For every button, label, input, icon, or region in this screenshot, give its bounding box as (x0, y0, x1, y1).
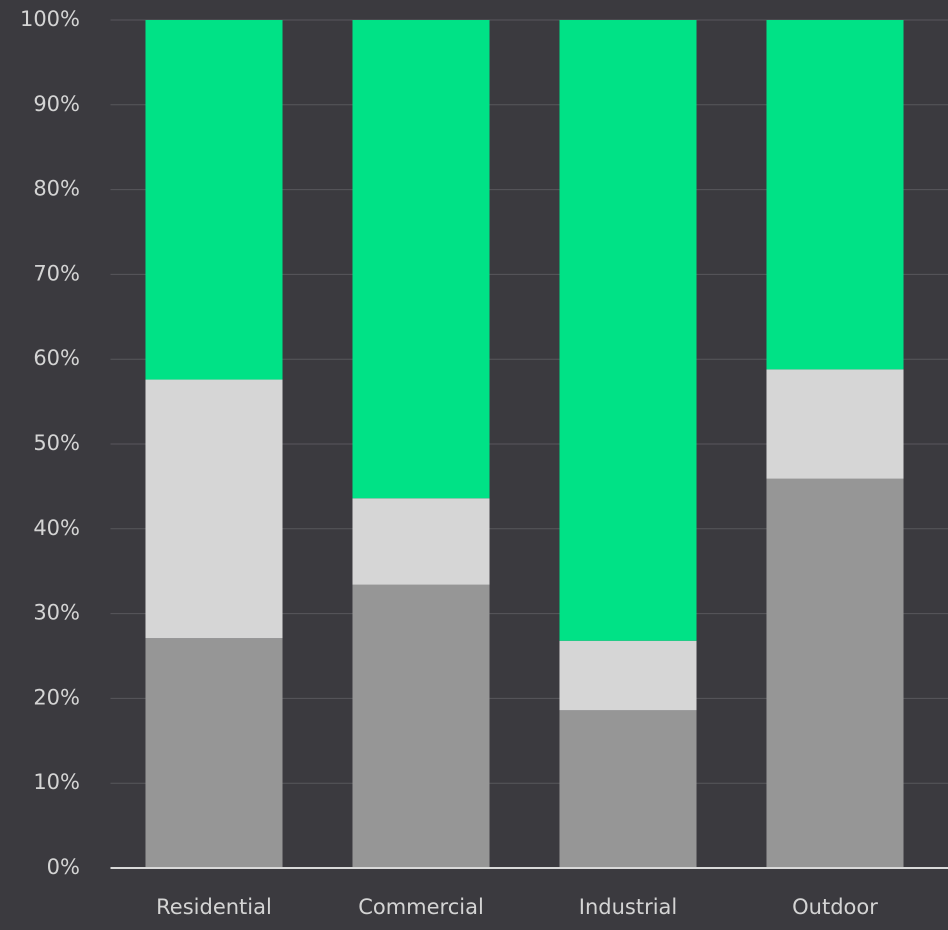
bar-segment (766, 20, 904, 370)
y-tick-label: 50% (33, 431, 80, 455)
bar-segment (145, 20, 283, 380)
bar-segment (352, 498, 490, 585)
y-tick-label: 0% (47, 855, 80, 879)
y-tick-label: 90% (33, 92, 80, 116)
y-tick-label: 40% (33, 516, 80, 540)
bar-segment (559, 710, 697, 868)
bar-segment (766, 478, 904, 868)
x-tick-label: Outdoor (792, 895, 878, 919)
bar-segment (766, 369, 904, 479)
x-tick-label: Residential (156, 895, 272, 919)
y-tick-label: 100% (20, 7, 80, 31)
bar-segment (352, 584, 490, 868)
bar-segment (145, 638, 283, 868)
bar-segment (352, 20, 490, 499)
bar-segment (145, 379, 283, 639)
x-tick-label: Commercial (358, 895, 484, 919)
bar-segment (559, 640, 697, 711)
y-tick-label: 80% (33, 177, 80, 201)
x-tick-label: Industrial (579, 895, 678, 919)
y-tick-label: 60% (33, 346, 80, 370)
y-tick-label: 30% (33, 601, 80, 625)
y-tick-label: 70% (33, 261, 80, 285)
y-tick-label: 10% (33, 770, 80, 794)
bar-segment (559, 20, 697, 641)
y-tick-label: 20% (33, 685, 80, 709)
